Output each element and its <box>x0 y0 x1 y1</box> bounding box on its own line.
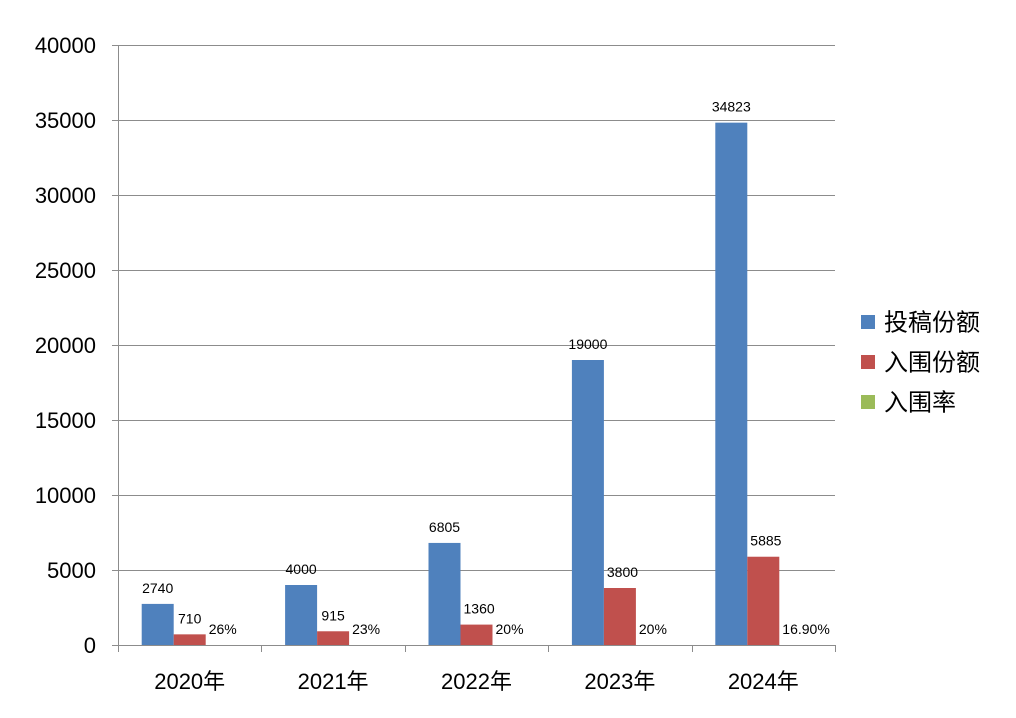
y-tick-label: 35000 <box>35 108 96 133</box>
y-tick-label: 10000 <box>35 483 96 508</box>
data-label-shortlist-rate-1: 23% <box>352 621 380 637</box>
gridlines <box>118 45 835 571</box>
bar-submission-share-2 <box>428 542 461 645</box>
y-tick-label: 15000 <box>35 408 96 433</box>
bar-shortlisted-share-2 <box>460 624 493 645</box>
data-label-shortlisted-share-3: 3800 <box>607 564 638 580</box>
legend-item-shortlist-rate: 入围率 <box>861 389 956 417</box>
data-label-submission-share-3: 19000 <box>568 336 607 352</box>
data-label-shortlisted-share-0: 710 <box>178 610 202 626</box>
legend-label: 入围率 <box>884 389 956 417</box>
data-label-shortlist-rate-0: 26% <box>209 621 237 637</box>
data-label-shortlisted-share-4: 5885 <box>750 533 781 549</box>
bar-submission-share-3 <box>571 360 604 645</box>
data-label-shortlisted-share-1: 915 <box>321 607 345 623</box>
data-label-shortlisted-share-2: 1360 <box>464 601 495 617</box>
x-tick-label: 2020年 <box>154 669 225 694</box>
bar-shortlisted-share-1 <box>317 631 350 645</box>
data-label-submission-share-2: 6805 <box>429 519 460 535</box>
legend-item-submission-share: 投稿份额 <box>861 309 980 337</box>
legend-item-shortlisted-share: 入围份额 <box>861 349 980 377</box>
y-tick-label: 0 <box>84 633 96 658</box>
bar-shortlisted-share-4 <box>747 556 780 645</box>
data-label-submission-share-1: 4000 <box>286 561 317 577</box>
axes: 0 5000 10000 15000 20000 25000 30000 35000 40000… <box>35 33 836 694</box>
bars <box>141 122 812 645</box>
y-tick-label: 5000 <box>47 558 96 583</box>
bar-submission-share-0 <box>141 603 174 645</box>
bar-submission-share-4 <box>715 122 748 645</box>
data-label-shortlist-rate-4: 16.90% <box>782 621 829 637</box>
bar-shortlisted-share-3 <box>603 588 636 645</box>
legend-label: 投稿份额 <box>884 309 980 337</box>
data-label-submission-share-0: 2740 <box>142 580 173 596</box>
legend-swatch <box>861 355 875 369</box>
y-tick-label: 40000 <box>35 33 96 58</box>
x-tick-label: 2021年 <box>298 669 369 694</box>
x-tick-label: 2024年 <box>728 669 799 694</box>
data-labels: 2740 4000 6805 19000 34823 710 915 1360 3800 5885… <box>142 99 830 637</box>
y-tick-label: 30000 <box>35 183 96 208</box>
bar-shortlisted-share-0 <box>173 634 206 645</box>
y-tick-label: 25000 <box>35 258 96 283</box>
data-label-shortlist-rate-2: 20% <box>496 621 524 637</box>
legend-label: 入围份额 <box>884 349 980 377</box>
data-label-shortlist-rate-3: 20% <box>639 621 667 637</box>
bar-submission-share-1 <box>285 585 318 645</box>
x-tick-label: 2023年 <box>584 669 655 694</box>
x-tick-label: 2022年 <box>441 669 512 694</box>
y-tick-label: 20000 <box>35 333 96 358</box>
legend-swatch <box>861 395 875 409</box>
data-label-submission-share-4: 34823 <box>712 99 751 115</box>
legend-swatch <box>861 315 875 329</box>
